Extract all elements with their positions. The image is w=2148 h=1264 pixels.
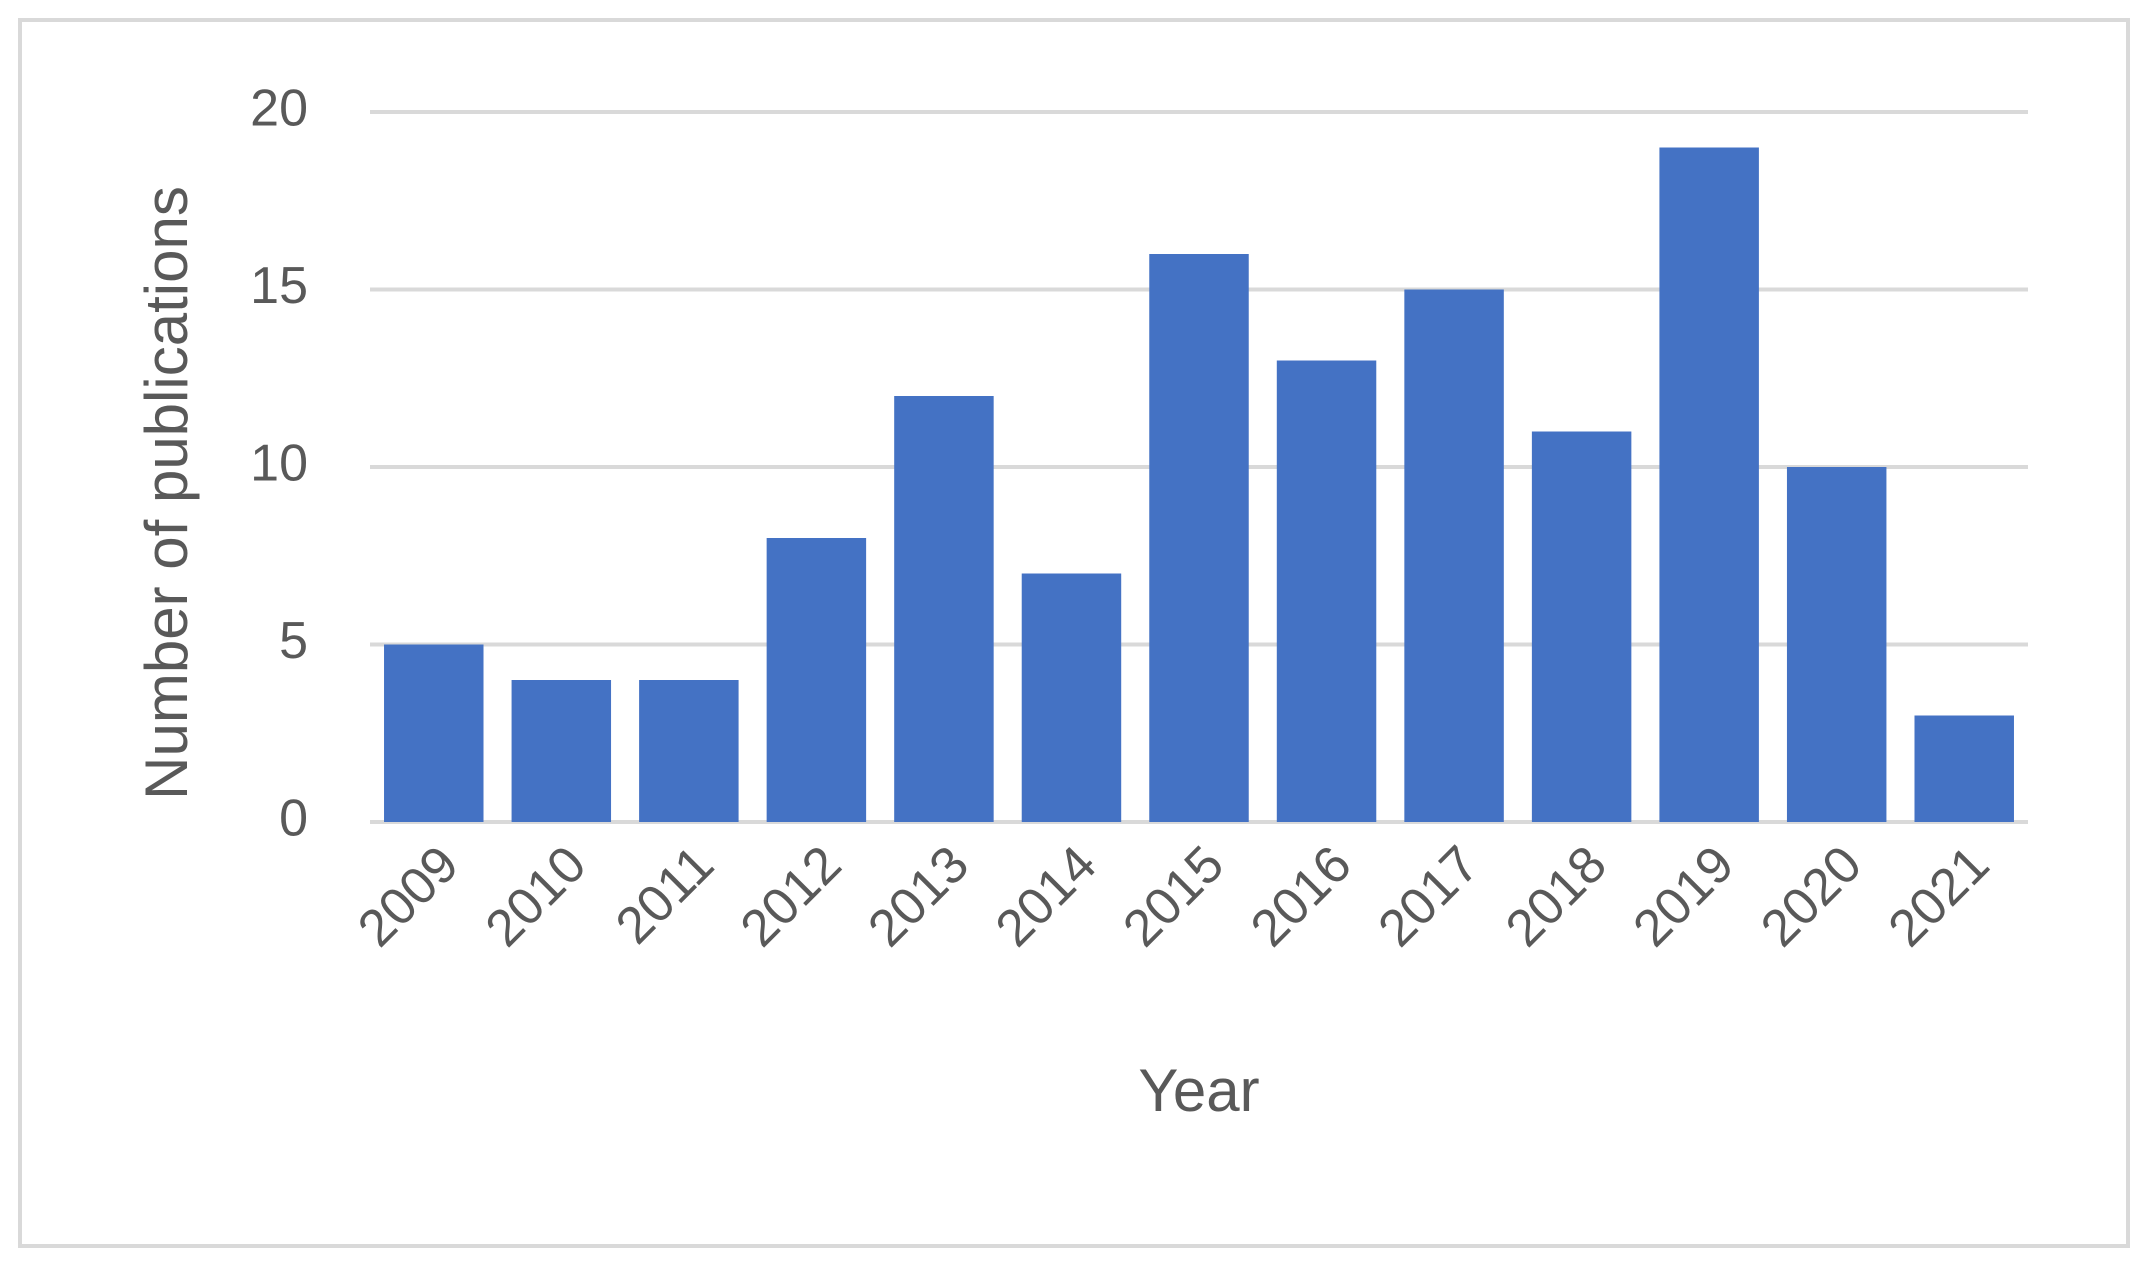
bar <box>639 680 739 822</box>
bar <box>1276 360 1377 822</box>
y-tick-label: 0 <box>279 790 308 848</box>
bar <box>511 680 612 822</box>
bar <box>1786 467 1887 822</box>
y-tick-label: 5 <box>279 612 308 670</box>
x-axis-title: Year <box>1138 1057 1259 1124</box>
bar <box>1149 254 1249 822</box>
bar <box>1531 431 1632 822</box>
bar <box>384 644 484 822</box>
bar <box>1021 573 1122 822</box>
bar <box>1659 147 1759 822</box>
bar <box>1914 715 2014 822</box>
bar <box>894 396 994 822</box>
bar <box>1404 289 1504 822</box>
y-axis-title: Number of publications <box>133 186 200 800</box>
y-tick-label: 10 <box>250 435 308 493</box>
y-tick-label: 15 <box>250 257 308 315</box>
y-tick-label: 20 <box>250 80 308 138</box>
bar <box>766 538 867 822</box>
